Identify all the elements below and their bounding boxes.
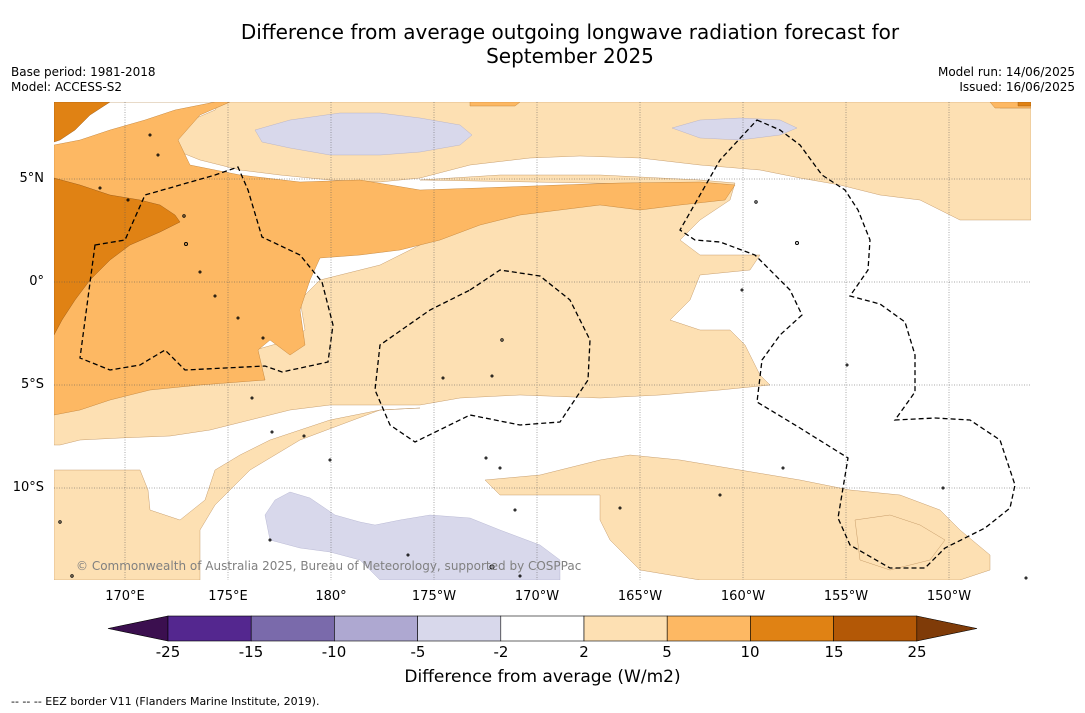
longitude-label: 180° [315, 589, 347, 604]
colorbar-tick-label: -15 [238, 643, 264, 661]
left-metadata: Base period: 1981-2018 Model: ACCESS-S2 [11, 65, 156, 95]
island-coastlines [58, 133, 1028, 580]
longitude-label: 175°W [411, 589, 457, 604]
base-period-text: Base period: 1981-2018 [11, 65, 156, 79]
title-line-1: Difference from average outgoing longwav… [240, 20, 900, 44]
colorbar-swatch [334, 615, 418, 642]
model-text: Model: ACCESS-S2 [11, 80, 123, 94]
colorbar-tick-label: -10 [321, 643, 347, 661]
longitude-label: 175°E [208, 589, 248, 604]
colorbar-tick-label: -2 [493, 643, 509, 661]
colorbar-swatch [500, 615, 585, 642]
longitude-label: 155°W [823, 589, 869, 604]
anomaly-region-lavender-north [254, 112, 473, 156]
map-plot-area [54, 102, 1031, 580]
colorbar-swatch-below [107, 615, 169, 642]
longitude-label: 165°W [617, 589, 663, 604]
latitude-label: 5°S [20, 377, 44, 392]
colorbar-tick-label: 2 [579, 643, 589, 661]
colorbar-tick-label: 25 [907, 643, 927, 661]
issued-text: Issued: 16/06/2025 [959, 80, 1075, 94]
colorbar-swatch [583, 615, 668, 642]
longitude-label: 160°W [720, 589, 766, 604]
longitude-label: 170°W [514, 589, 560, 604]
copyright-watermark: © Commonwealth of Australia 2025, Bureau… [76, 559, 582, 573]
anomaly-region-lavender-south [264, 491, 561, 580]
longitude-label: 150°W [926, 589, 972, 604]
colorbar-tick-label: 15 [824, 643, 844, 661]
colorbar-swatch [417, 615, 502, 642]
latitude-label: 0° [29, 274, 44, 289]
anomaly-region-light-orange [54, 102, 1031, 580]
colorbar-tick-label: 5 [662, 643, 672, 661]
colorbar-tick-label: 10 [740, 643, 760, 661]
model-run-text: Model run: 14/06/2025 [937, 65, 1075, 79]
colorbar-swatch [167, 615, 252, 642]
colorbar [107, 615, 978, 642]
map-title: Difference from average outgoing longwav… [140, 20, 1000, 68]
eez-borders [79, 119, 1016, 569]
colorbar-tick-label: -25 [155, 643, 181, 661]
gridlines [54, 102, 1031, 580]
colorbar-swatch [250, 615, 335, 642]
right-metadata: Model run: 14/06/2025 Issued: 16/06/2025 [938, 65, 1075, 95]
title-line-2: September 2025 [486, 44, 654, 68]
colorbar-swatch [750, 615, 834, 642]
eez-legend-note: -- -- -- EEZ border V11 (Flanders Marine… [11, 695, 320, 708]
longitude-label: 170°E [105, 589, 145, 604]
colorbar-swatch [666, 615, 751, 642]
colorbar-tick-label: -5 [410, 643, 426, 661]
latitude-label: 5°N [19, 171, 45, 186]
anomaly-region-dark-orange [54, 102, 1031, 336]
colorbar-title: Difference from average (W/m2) [404, 667, 681, 687]
colorbar-swatch-above [916, 615, 978, 642]
latitude-label: 10°S [12, 480, 44, 495]
colorbar-swatch [833, 615, 918, 642]
